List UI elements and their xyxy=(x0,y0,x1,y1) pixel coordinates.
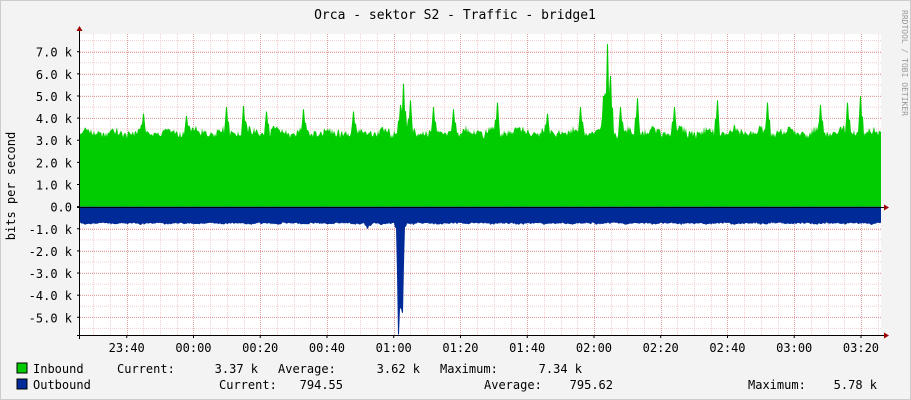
y-tick-label: 6.0 k xyxy=(36,68,73,82)
x-tick-label: 00:40 xyxy=(309,341,345,355)
chart-title: Orca - sektor S2 - Traffic - bridge1 xyxy=(314,8,596,23)
y-tick-label: 7.0 k xyxy=(36,46,73,60)
bottom-axis-arrow xyxy=(884,332,889,339)
y-tick-label: 1.0 k xyxy=(36,179,73,193)
inbound-label: Inbound xyxy=(33,362,84,376)
outbound-average-value: 795.62 xyxy=(570,378,613,392)
outbound-current-value: 794.55 xyxy=(300,378,343,392)
x-tick-label: 02:20 xyxy=(643,341,679,355)
x-tick-label: 01:20 xyxy=(442,341,478,355)
y-tick-label: -3.0 k xyxy=(29,267,73,281)
legend-item-inbound: Inbound Current: 3.37 k Average: 3.62 k … xyxy=(16,362,583,376)
series-areas xyxy=(80,44,881,335)
area-outbound xyxy=(80,206,881,335)
x-tick-label: 03:20 xyxy=(843,341,879,355)
area-inbound xyxy=(80,44,881,207)
y-tick-label: -1.0 k xyxy=(29,223,73,237)
y-axis-label: bits per second xyxy=(4,132,18,240)
y-tick-label: 3.0 k xyxy=(36,134,73,148)
x-tick-label: 03:00 xyxy=(776,341,812,355)
x-tick-label: 02:40 xyxy=(709,341,745,355)
y-tick-label: -4.0 k xyxy=(29,289,73,303)
outbound-swatch xyxy=(16,378,28,390)
x-tick-label: 02:00 xyxy=(576,341,612,355)
inbound-average-value: 3.62 k xyxy=(377,362,421,376)
x-tick-label: 00:00 xyxy=(175,341,211,355)
axes xyxy=(76,26,889,339)
y-tick-label: 5.0 k xyxy=(36,90,73,104)
rrdtool-watermark: RRDTOOL / TOBI OETIKER xyxy=(900,10,909,116)
x-tick-label: 23:40 xyxy=(109,341,145,355)
outbound-maximum-label: Maximum: xyxy=(748,378,806,392)
inbound-maximum-label: Maximum: xyxy=(440,362,498,376)
y-tick-label: 0.0 xyxy=(50,201,72,215)
inbound-maximum-value: 7.34 k xyxy=(539,362,583,376)
y-tick-label: -5.0 k xyxy=(29,311,73,325)
y-axis-arrow xyxy=(76,26,83,31)
x-tick-label: 00:20 xyxy=(242,341,278,355)
x-tick-label: 01:40 xyxy=(509,341,545,355)
inbound-current-value: 3.37 k xyxy=(215,362,259,376)
x-axis-arrow xyxy=(884,204,889,211)
outbound-label: Outbound xyxy=(33,378,91,392)
inbound-swatch xyxy=(16,362,28,374)
legend: Inbound Current: 3.37 k Average: 3.62 k … xyxy=(16,362,878,392)
legend-item-outbound: Outbound Current: 794.55 Average: 795.62… xyxy=(16,378,878,392)
y-tick-label: 4.0 k xyxy=(36,112,73,126)
x-tick-labels: 23:40 00:00 00:20 00:40 01:00 01:20 01:40 02:00… xyxy=(109,335,879,355)
y-tick-labels: 7.0 k 6.0 k 5.0 k 4.0 k 3.0 k 2.0 k 1.0 k 0.0 -1… xyxy=(29,46,80,325)
outbound-average-label: Average: xyxy=(484,378,542,392)
x-tick-label: 01:00 xyxy=(376,341,412,355)
y-tick-label: -2.0 k xyxy=(29,245,73,259)
outbound-maximum-value: 5.78 k xyxy=(834,378,878,392)
inbound-current-label: Current: xyxy=(117,362,175,376)
y-tick-label: 2.0 k xyxy=(36,156,73,170)
outbound-current-label: Current: xyxy=(219,378,277,392)
inbound-average-label: Average: xyxy=(278,362,336,376)
